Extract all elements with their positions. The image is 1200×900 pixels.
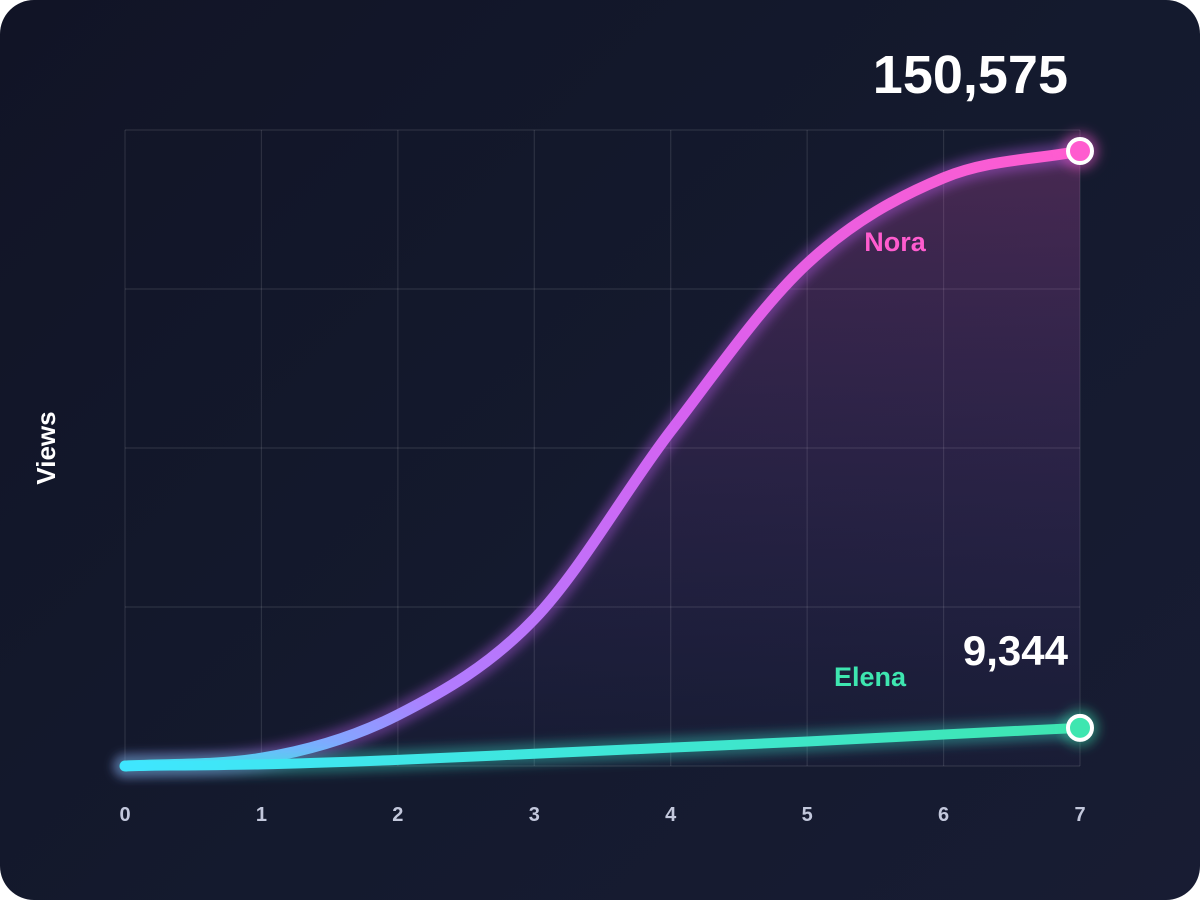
series-line-elena [120, 722, 1085, 771]
x-tick-label: 2 [392, 804, 403, 826]
end-value-label-nora: 150,575 [873, 45, 1068, 105]
x-tick-label: 0 [119, 804, 130, 826]
x-tick-label: 5 [802, 804, 813, 826]
series-line-nora [119, 145, 1086, 772]
end-point-nora [1066, 137, 1094, 165]
series-lines [113, 139, 1092, 778]
x-tick-label: 7 [1074, 804, 1085, 826]
x-tick-label: 1 [256, 804, 267, 826]
y-axis-label: Views [31, 411, 61, 484]
x-tick-label: 4 [665, 804, 677, 826]
area-fill-nora [125, 151, 1080, 766]
series-label-nora: Nora [864, 227, 926, 257]
end-point-elena [1066, 713, 1094, 742]
x-tick-label: 3 [529, 804, 540, 826]
series-label-elena: Elena [834, 662, 907, 692]
area-fills [125, 151, 1080, 766]
x-axis-ticks: 0 1 2 3 4 5 6 7 [119, 804, 1085, 826]
x-tick-label: 6 [938, 804, 949, 826]
end-value-label-elena: 9,344 [963, 627, 1069, 674]
end-points [1060, 131, 1100, 748]
